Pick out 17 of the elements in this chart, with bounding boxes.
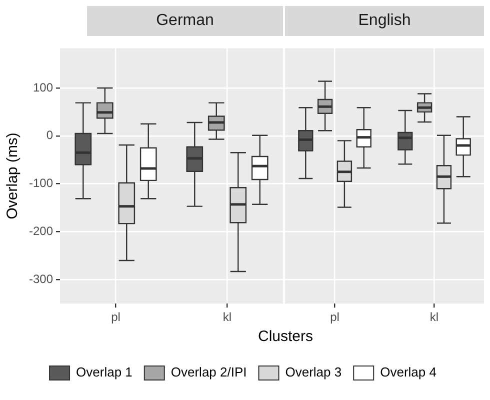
x-tick-label: kl <box>430 310 439 324</box>
chart-title: German <box>87 6 283 36</box>
legend-label: Overlap 2/IPI <box>170 364 247 380</box>
legend-label: Overlap 4 <box>380 364 436 380</box>
y-tick-label: 0 <box>46 128 54 142</box>
y-tick-label: 100 <box>32 80 54 94</box>
x-tick-label: pl <box>111 310 120 324</box>
y-tick-label: -200 <box>28 224 54 238</box>
x-tick-label: kl <box>222 310 232 324</box>
y-axis-title: Overlap (ms) <box>4 132 22 220</box>
y-tick-label: -100 <box>28 176 54 190</box>
x-axis-title: Clusters <box>256 328 314 345</box>
chart-title: English <box>285 6 484 36</box>
legend-label: Overlap 1 <box>76 364 132 380</box>
x-tick-label: pl <box>330 310 340 324</box>
legend-label: Overlap 3 <box>285 364 342 380</box>
y-tick-label: -300 <box>28 272 54 286</box>
